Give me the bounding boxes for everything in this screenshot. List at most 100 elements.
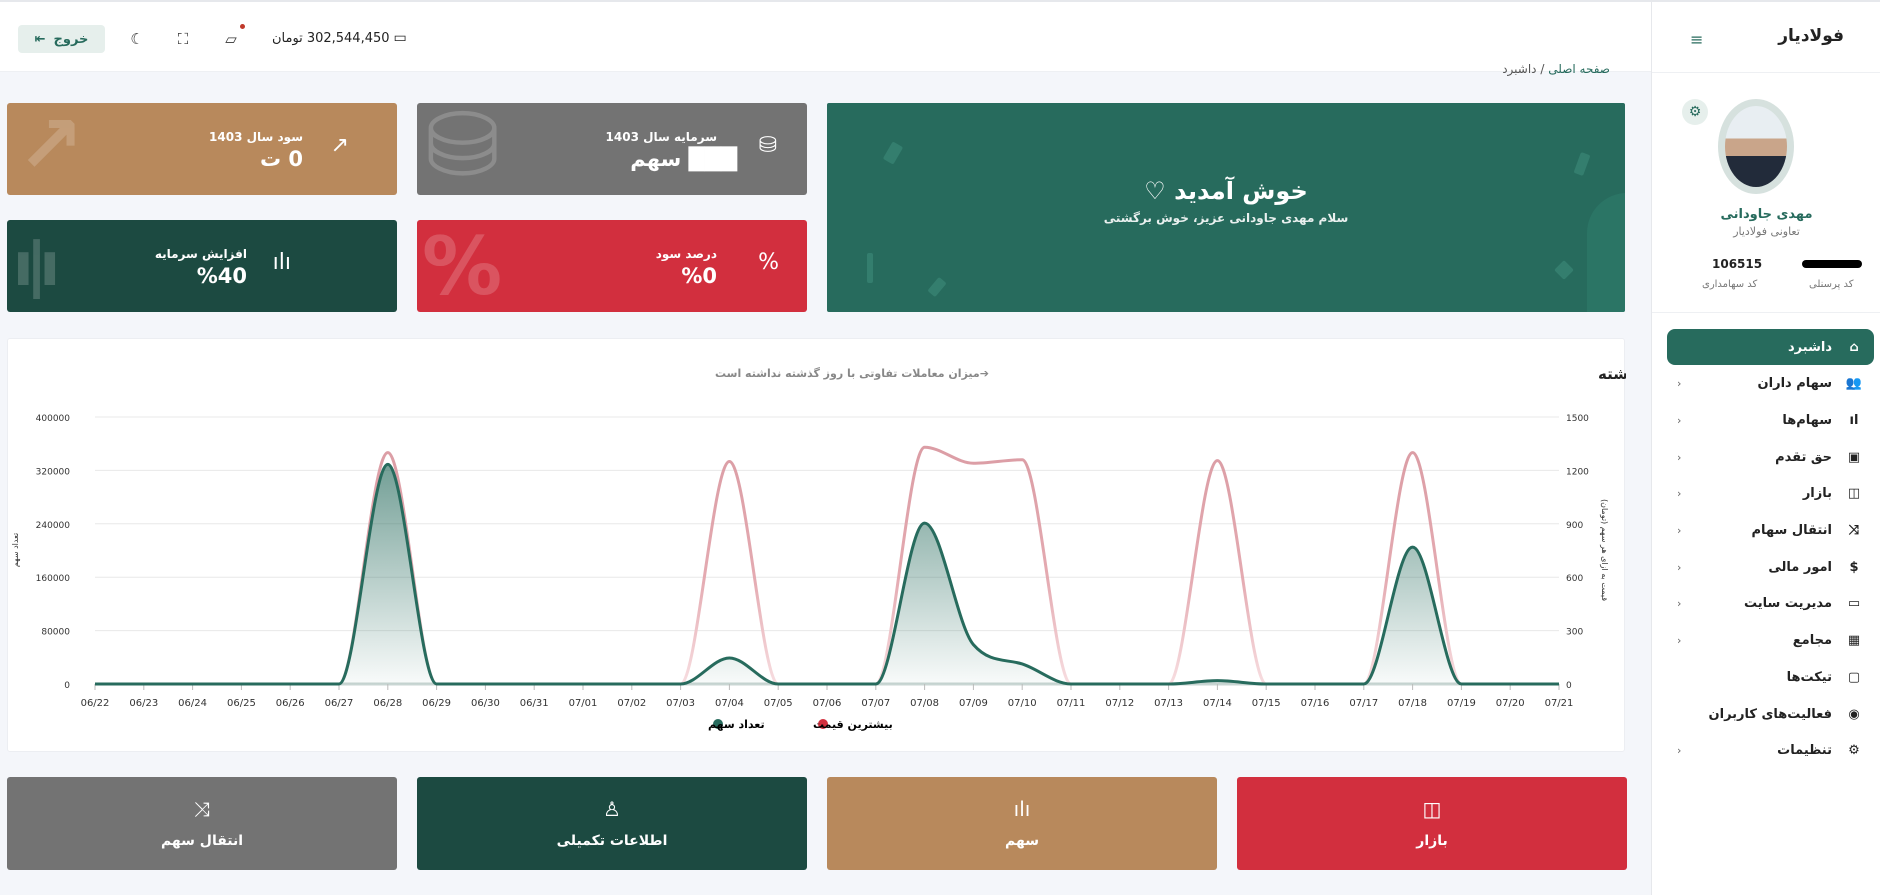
y-tick-right: 900 — [1566, 521, 1583, 531]
sidebar-item-10[interactable]: ◉ فعالیت‌های کاربران — [1667, 696, 1874, 732]
sidebar-item-8[interactable]: ▦ مجامع ‹ — [1667, 623, 1874, 659]
y-tick-right: 600 — [1566, 574, 1583, 584]
x-tick-label: 07/09 — [959, 698, 988, 709]
x-tick-label: 06/27 — [325, 698, 354, 709]
x-tick-label: 07/14 — [1203, 698, 1232, 709]
breadcrumb: صفحه اصلی / داشبرد — [1502, 62, 1610, 76]
trades-chart: نمای معاملات ماه گذشته ➔میزان معاملات تفا… — [11, 365, 1779, 731]
quick-link-market[interactable]: ◫ بازار — [1237, 777, 1627, 870]
sidebar-item-0[interactable]: ⌂ داشبرد — [1667, 329, 1874, 365]
logout-icon: ⇤ — [34, 31, 46, 47]
chevron-left-icon: ‹ — [1677, 487, 1682, 501]
x-tick-label: 07/07 — [861, 698, 890, 709]
y-axis-label-left: تعداد سهم — [11, 533, 20, 567]
sidebar-item-6[interactable]: $ امور مالی ‹ — [1667, 549, 1874, 585]
sidebar-item-1[interactable]: 👥 سهام داران ‹ — [1667, 366, 1874, 402]
y-axis-label-right: قیمت به ازای هر سهم (تومان) — [1600, 499, 1609, 601]
chevron-left-icon: ‹ — [1677, 744, 1682, 758]
gift-icon: ▣ — [1847, 449, 1861, 465]
series-area-share-count — [95, 464, 1559, 684]
y-tick-right: 1500 — [1566, 414, 1589, 424]
x-tick-label: 07/16 — [1301, 698, 1330, 709]
x-tick-label: 06/24 — [178, 698, 207, 709]
x-tick-label: 06/30 — [471, 698, 500, 709]
x-tick-label: 07/18 — [1398, 698, 1427, 709]
sidebar-item-2[interactable]: ıl سهام‌ها ‹ — [1667, 402, 1874, 438]
y-tick-left: 320000 — [36, 467, 71, 477]
moon-icon[interactable]: ☾ — [130, 30, 144, 48]
menu-toggle-icon[interactable]: ≡ — [1690, 30, 1704, 49]
fullscreen-icon[interactable]: ⛶ — [177, 30, 189, 48]
x-tick-label: 07/15 — [1252, 698, 1281, 709]
y-tick-left: 160000 — [36, 574, 71, 584]
sidebar-item-label: حق تقدم — [1775, 449, 1832, 465]
x-tick-label: 07/06 — [813, 698, 842, 709]
wallet-icon: ▭ — [393, 30, 407, 46]
x-tick-label: 06/28 — [373, 698, 402, 709]
x-tick-label: 07/02 — [617, 698, 646, 709]
dollar-icon: $ — [1849, 559, 1859, 575]
chevron-left-icon: ‹ — [1677, 413, 1682, 427]
x-tick-label: 07/04 — [715, 698, 744, 709]
stat-card-profit-percent: % % درصد سود %0 — [417, 220, 807, 312]
legend-marker-share-count[interactable] — [713, 719, 723, 729]
series-line-share-count — [94, 462, 1559, 686]
calendar-icon: ▦ — [1847, 633, 1861, 649]
x-tick-label: 06/23 — [129, 698, 158, 709]
bar-chart-icon: ıl — [1849, 412, 1859, 428]
x-tick-label: 06/22 — [81, 698, 110, 709]
welcome-banner: خوش آمدید ♡ سلام مهدی جاودانی عزیز، خوش … — [827, 103, 1625, 312]
notification-dot — [240, 24, 245, 29]
users-icon: 👥 — [1845, 376, 1862, 392]
sidebar-item-4[interactable]: ◫ بازار ‹ — [1667, 476, 1874, 512]
x-tick-label: 06/29 — [422, 698, 451, 709]
welcome-subtitle: سلام مهدی جاودانی عزیز، خوش برگشتی — [1103, 211, 1349, 225]
sidebar-item-7[interactable]: ▭ مدیریت سایت ‹ — [1667, 586, 1874, 622]
sidebar-item-label: سهام داران — [1757, 376, 1832, 392]
quick-link-shares[interactable]: ılı سهم — [827, 777, 1217, 870]
x-tick-label: 06/26 — [276, 698, 305, 709]
legend-label-max-price[interactable]: بیشترین قیمت — [813, 718, 893, 731]
logo: فولادیار — [1778, 26, 1844, 46]
user-icon: ♙ — [603, 797, 621, 821]
stat-card-profit: ↗ ↗ سود سال 1403 0 ت — [7, 103, 397, 195]
sidebar-item-5[interactable]: ⤨ انتقال سهام ‹ — [1667, 513, 1874, 549]
bar-chart-icon: ılı — [272, 250, 291, 275]
database-icon: ⛁ — [758, 133, 777, 158]
sidebar-item-11[interactable]: ⚙ تنظیمات ‹ — [1667, 733, 1874, 769]
quick-link-additional-info[interactable]: ♙ اطلاعات تکمیلی — [417, 777, 807, 870]
stat-card-capital: ⛁ ⛁ سرمایه سال 1403 ███ سهم — [417, 103, 807, 195]
sidebar-item-label: فعالیت‌های کاربران — [1708, 706, 1832, 722]
chat-icon[interactable]: ▱ — [225, 30, 237, 48]
trades-chart-card: نمای معاملات ماه گذشته ➔میزان معاملات تفا… — [7, 338, 1779, 752]
x-tick-label: 07/03 — [666, 698, 695, 709]
chart-title: نمای معاملات ماه گذشته — [1598, 365, 1626, 383]
legend-label-share-count[interactable]: تعداد سهم — [708, 718, 765, 731]
quick-link-transfer[interactable]: ⤨ انتقال سهم — [7, 777, 397, 870]
x-tick-label: 07/10 — [1008, 698, 1037, 709]
profile-name: مهدی جاودانی — [1720, 207, 1813, 222]
chevron-left-icon: ‹ — [1677, 560, 1682, 574]
x-tick-label: 07/13 — [1154, 698, 1183, 709]
x-tick-label: 07/12 — [1105, 698, 1134, 709]
x-tick-label: 07/20 — [1496, 698, 1525, 709]
avatar — [1718, 99, 1794, 194]
logout-button[interactable]: ⇤ خروج — [18, 25, 105, 53]
chart-subtitle: ➔میزان معاملات تفاوتی با روز گذشته نداشت… — [715, 367, 989, 380]
profile-settings-icon[interactable]: ⚙ — [1682, 99, 1708, 125]
monitor-icon: ▭ — [1847, 596, 1861, 612]
legend-marker-max-price[interactable] — [818, 719, 828, 729]
bar-chart-icon: ılı — [1013, 797, 1031, 821]
sidebar-item-label: امور مالی — [1768, 559, 1832, 575]
topbar: ⇤ خروج ☾ ⛶ ▱ ▭ 302,544,450 تومان — [0, 0, 1651, 72]
sidebar-item-9[interactable]: ▢ تیکت‌ها — [1667, 659, 1874, 695]
y-tick-right: 1200 — [1566, 467, 1589, 477]
trending-up-icon: ↗ — [330, 133, 349, 158]
profile-org: تعاونی فولادیار — [1733, 225, 1800, 238]
sidebar-item-3[interactable]: ▣ حق تقدم ‹ — [1667, 439, 1874, 475]
y-tick-right: 0 — [1566, 681, 1572, 691]
shareholder-code: 106515 — [1712, 257, 1763, 271]
breadcrumb-home[interactable]: صفحه اصلی — [1548, 62, 1610, 76]
x-tick-label: 07/17 — [1349, 698, 1378, 709]
sidebar: فولادیار ≡ ⚙ مهدی جاودانی تعاونی فولادیا… — [1651, 0, 1880, 895]
